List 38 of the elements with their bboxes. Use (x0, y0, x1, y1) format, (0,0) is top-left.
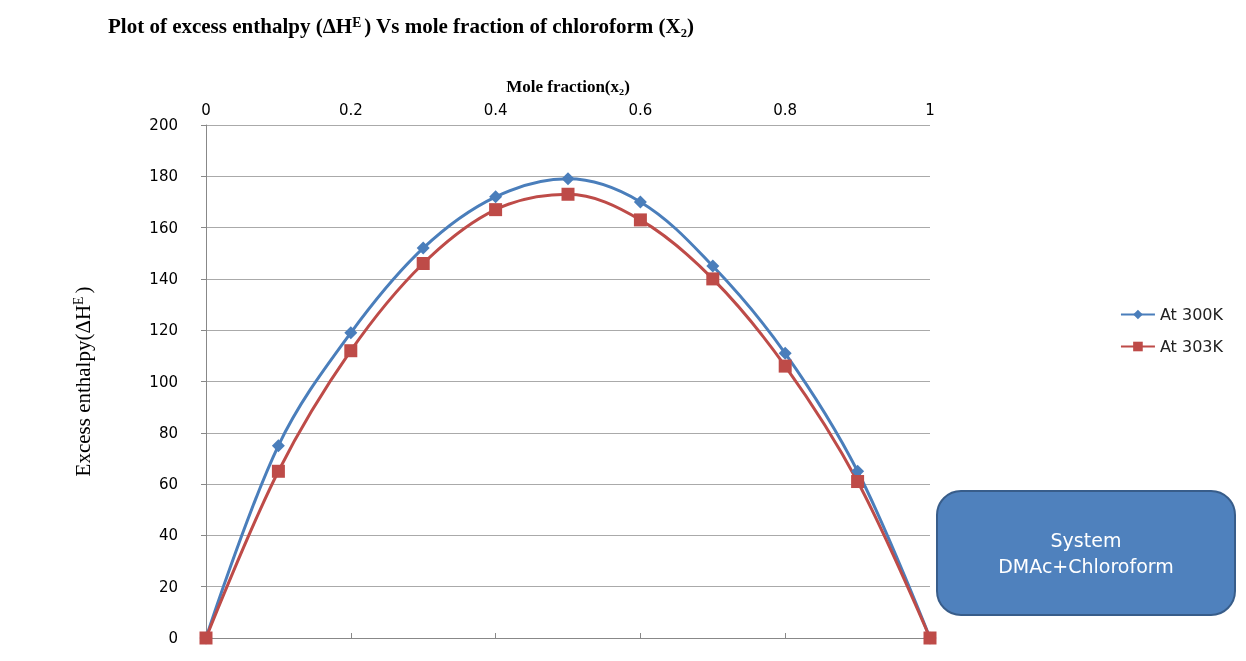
x-tick-label: 0.2 (338, 100, 363, 119)
point (706, 259, 720, 273)
x-tick-label: 0 (201, 100, 211, 119)
x-tick-label: 1 (925, 100, 935, 119)
point (778, 359, 792, 373)
y-tick-label: 140 (149, 269, 178, 288)
point (706, 272, 720, 286)
point (489, 190, 503, 204)
x-tick-label: 0.6 (628, 100, 653, 119)
point (851, 475, 865, 489)
point (416, 257, 430, 271)
x-tick-label: 0.8 (773, 100, 798, 119)
point (344, 326, 358, 340)
y-tick-label: 40 (158, 526, 178, 545)
point (416, 241, 430, 255)
y-tick-label: 60 (158, 475, 178, 494)
point (778, 346, 792, 360)
x-tick-label: 0.4 (483, 100, 508, 119)
point (271, 464, 285, 478)
point (561, 187, 575, 201)
y-tick-label: 20 (158, 577, 178, 596)
text: System DMAc+Chloroform (998, 529, 1174, 577)
y-tick-label: 160 (149, 218, 178, 237)
point (271, 439, 285, 453)
y-tick-label: 200 (149, 116, 178, 134)
point (344, 344, 358, 358)
point (633, 195, 647, 209)
legend-label: At 303K (1159, 337, 1224, 356)
y-tick-label: 120 (149, 321, 178, 340)
y-tick-label: 80 (158, 423, 178, 442)
y-tick-label: 180 (149, 167, 178, 186)
point (561, 172, 575, 186)
y-tick-label: 0 (168, 629, 178, 647)
y-tick-label: 100 (149, 372, 178, 391)
legend-label: At 300K (1159, 305, 1224, 324)
point (489, 203, 503, 217)
x-axis-title: Mole fraction(x₂) (506, 77, 630, 96)
point (633, 213, 647, 227)
